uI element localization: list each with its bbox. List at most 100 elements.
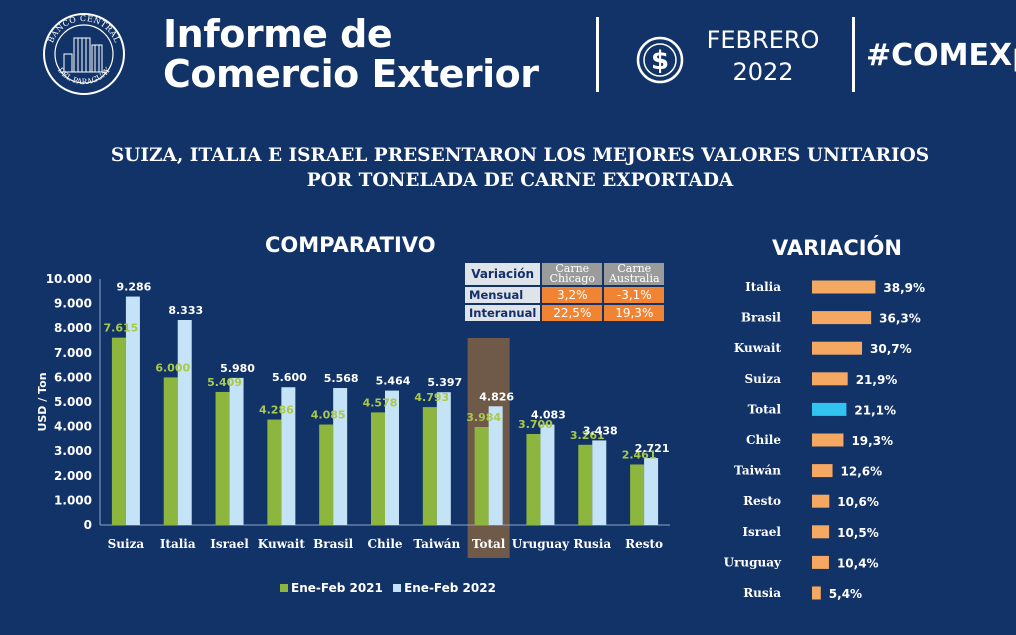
x-tick-label: Taiwán [413,537,460,551]
hashtag: #COMEXpy [866,38,1016,73]
table-row: Mensual 3,2% -3,1% [465,287,665,303]
data-label-2022: 5.397 [427,376,462,389]
variation-bar [812,525,830,539]
report-year: 2022 [732,58,794,86]
variation-label: 12,6% [841,465,883,479]
data-label-2022: 5.600 [272,371,307,384]
bar-2021 [526,433,541,525]
data-label-2021: 5.409 [207,376,242,389]
report-title-line1: Informe de [163,12,393,56]
bar-2022 [644,458,659,525]
data-label-2021: 6.000 [155,361,190,374]
x-tick-label: Uruguay [512,537,570,551]
cell-value: 19,3% [604,305,665,321]
bar-2022 [229,377,244,525]
bar-2021 [630,464,645,525]
variation-table: Variación Carne Chicago Carne Australia Me… [463,261,666,323]
data-label-2021: 4.286 [259,404,294,417]
x-tick-label: Rusia [573,537,611,551]
bar-2021 [111,337,126,525]
bar-2022 [281,387,296,525]
y-tick-label: 0 [84,518,92,532]
header-divider [596,17,599,92]
bar-2022 [177,320,192,525]
y-tick-label: 6.000 [54,370,92,384]
variation-bar [812,311,872,325]
category-label: Uruguay [724,555,782,569]
x-tick-label: Italia [160,537,196,551]
variation-label: 10,4% [837,556,879,570]
cell-value: 3,2% [542,287,603,303]
category-label: Chile [746,433,781,447]
bar-2022 [385,390,399,525]
data-label-2022: 9.286 [117,281,152,294]
x-tick-label: Suiza [108,537,145,551]
report-month: FEBRERO [706,26,820,54]
data-label-2022: 4.826 [479,390,514,403]
variation-bar [812,433,844,447]
data-label-2022: 5.568 [324,372,359,385]
y-tick-label: 10.000 [46,272,92,286]
building-icon [62,37,106,73]
y-tick-label: 9.000 [54,297,92,311]
variation-label: 21,1% [854,403,896,417]
variacion-bar-chart: Italia 38,9% Brasil 36,3% Kuwait 30,7% Suiza 21… [724,280,925,601]
y-tick-label: 7.000 [54,346,92,360]
y-tick-label: 8.000 [54,321,92,335]
variation-label: 30,7% [870,342,912,356]
bar-2021 [163,377,178,525]
legend-item-2021: Ene-Feb 2021 [280,581,383,595]
bar-2022 [333,388,348,525]
x-tick-label: Israel [210,537,249,551]
bar-2021 [215,391,230,525]
variacion-title: VARIACIÓN [772,236,902,260]
category-label: Total [748,402,782,416]
comparativo-title: COMPARATIVO [265,233,436,257]
comparativo-bar-chart: 0 1.000 2.000 3.000 4.000 5.000 6.000 7.000 8.00… [36,272,670,558]
col-carne-australia: Carne Australia [604,263,665,285]
category-label: Israel [742,525,781,539]
col-carne-chicago: Carne Chicago [542,263,603,285]
cell-value: 22,5% [542,305,603,321]
y-tick-label: 4.000 [54,420,92,434]
headline-line2: POR TONELADA DE CARNE EXPORTADA [306,170,734,191]
category-label: Brasil [741,311,782,325]
category-label: Rusia [743,586,781,600]
table-row: Interanual 22,5% 19,3% [465,305,665,321]
y-tick-label: 2.000 [54,469,92,483]
data-label-2021: 4.085 [311,409,346,422]
dollar-coin-icon: $ [636,36,684,84]
variation-bar [812,494,830,508]
variation-label: 10,6% [837,495,879,509]
variation-bar [812,280,876,294]
bar-2021 [422,407,437,525]
variation-bar [812,555,829,569]
bar-2021 [371,412,385,525]
data-label-2022: 5.980 [220,362,255,375]
x-tick-label: Total [472,537,506,551]
report-title-line2: Comercio Exterior [163,52,539,96]
y-axis-label: USD / Ton [36,372,49,431]
row-label: Mensual [465,287,541,303]
data-label-2022: 8.333 [168,304,203,317]
variation-bar [812,341,863,355]
variation-label: 19,3% [851,434,893,448]
variation-label: 38,9% [883,281,925,295]
legend-swatch-2022 [393,584,402,592]
x-tick-label: Kuwait [258,537,306,551]
y-tick-label: 1.000 [54,493,92,507]
x-tick-label: Chile [367,537,402,551]
headline: SUIZA, ITALIA E ISRAEL PRESENTARON LOS M… [0,143,1016,193]
legend-swatch-2021 [280,584,288,592]
bar-2022 [436,392,451,525]
variation-table-header: Variación [465,263,541,285]
x-tick-label: Resto [625,537,663,551]
bar-2021 [319,424,334,525]
report-title: Informe de Comercio Exterior [163,14,539,94]
bar-2022 [540,424,555,525]
data-label-2021: 2.461 [622,448,657,461]
data-label-2022: 2.721 [635,442,670,455]
category-label: Italia [745,280,781,294]
x-tick-label: Brasil [313,537,354,551]
svg-text:BANCO CENTRAL: BANCO CENTRAL [46,14,122,44]
